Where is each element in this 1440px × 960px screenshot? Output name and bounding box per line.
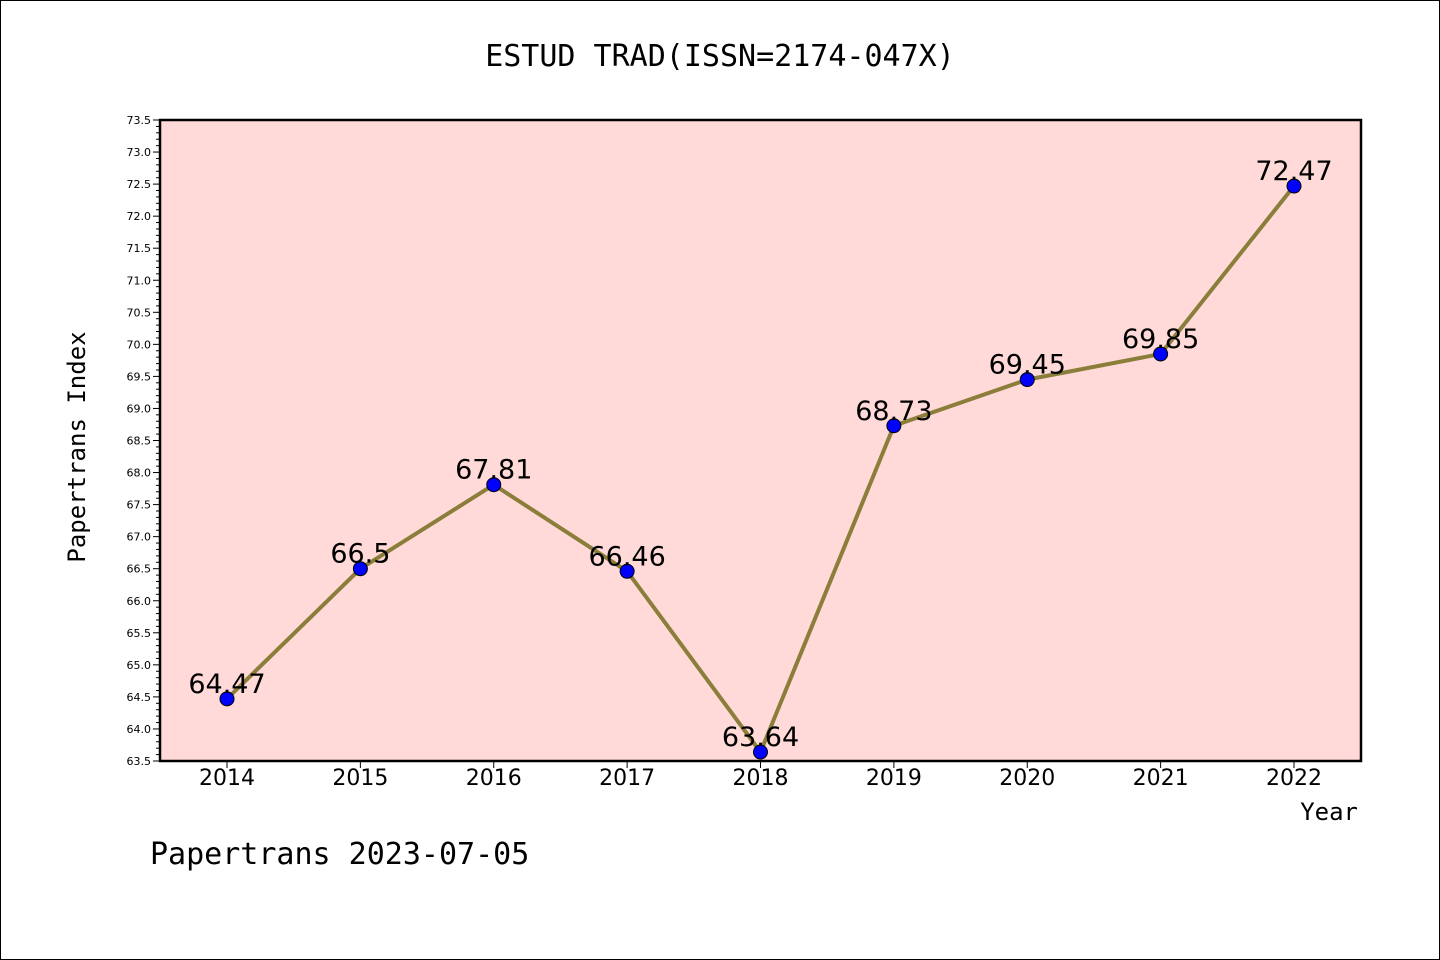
y-tick-label: 66.0 <box>127 595 152 608</box>
y-tick-label: 71.0 <box>127 274 152 287</box>
x-tick-label: 2019 <box>866 766 922 791</box>
data-labels: 64.47 66.5 67.81 66.46 63.64 68.73 69.45 69.85 7… <box>188 156 1332 753</box>
y-tick-label: 63.5 <box>127 755 152 768</box>
y-tick-label: 67.5 <box>127 499 152 512</box>
y-axis-label: Papertrans Index <box>63 331 91 562</box>
x-axis: 2014 2015 2016 2017 2018 2019 2020 2021 2022 <box>199 761 1322 791</box>
y-tick-label: 65.0 <box>127 659 152 672</box>
y-tick-label: 70.0 <box>127 338 152 351</box>
data-point <box>619 563 635 579</box>
y-tick-label: 71.5 <box>127 242 152 255</box>
data-label: 69.45 <box>989 350 1066 381</box>
data-label: 67.81 <box>455 455 532 486</box>
data-label: 66.5 <box>330 539 390 570</box>
y-tick-label: 70.5 <box>127 306 152 319</box>
x-tick-label: 2017 <box>599 766 655 791</box>
y-tick-label: 72.0 <box>127 210 152 223</box>
data-label: 68.73 <box>855 396 932 427</box>
data-label: 69.85 <box>1122 324 1199 355</box>
data-point <box>1153 346 1169 362</box>
y-tick-label: 64.5 <box>127 691 152 704</box>
series-markers <box>219 178 1302 760</box>
data-point <box>1019 372 1035 388</box>
y-tick-label: 64.0 <box>127 723 152 736</box>
y-axis: 63.5 64.0 64.5 65.0 65.5 66.0 66.5 67.0 67.5 68.0… <box>127 114 160 768</box>
x-tick-label: 2021 <box>1133 766 1189 791</box>
x-axis-label: Year <box>1300 798 1358 826</box>
plot-area <box>158 118 1363 763</box>
y-tick-label: 73.0 <box>127 146 152 159</box>
x-tick-label: 2015 <box>332 766 388 791</box>
data-label: 66.46 <box>588 541 665 572</box>
y-tick-label: 67.0 <box>127 531 152 544</box>
y-tick-label: 72.5 <box>127 178 152 191</box>
y-tick-label: 68.0 <box>127 467 152 480</box>
y-tick-label: 66.5 <box>127 563 152 576</box>
data-point <box>219 691 235 707</box>
x-tick-label: 2020 <box>999 766 1055 791</box>
data-point <box>886 418 902 434</box>
data-point <box>753 744 768 760</box>
y-tick-label: 65.5 <box>127 627 152 640</box>
data-label: 72.47 <box>1255 156 1332 187</box>
x-tick-label: 2016 <box>466 766 522 791</box>
y-tick-label: 69.5 <box>127 370 152 383</box>
x-tick-label: 2018 <box>733 766 789 791</box>
y-tick-label: 73.5 <box>127 114 152 127</box>
data-point <box>486 477 502 493</box>
y-tick-label: 69.0 <box>127 402 152 415</box>
chart-title: ESTUD TRAD(ISSN=2174-047X) <box>485 39 955 74</box>
data-point <box>352 561 368 577</box>
data-label: 64.47 <box>188 669 265 700</box>
data-label: 63.64 <box>722 722 799 753</box>
footer-text: Papertrans 2023-07-05 <box>150 837 529 872</box>
y-tick-label: 68.5 <box>127 435 152 448</box>
x-tick-label: 2014 <box>199 766 255 791</box>
data-point <box>1286 178 1302 194</box>
x-tick-label: 2022 <box>1266 766 1322 791</box>
